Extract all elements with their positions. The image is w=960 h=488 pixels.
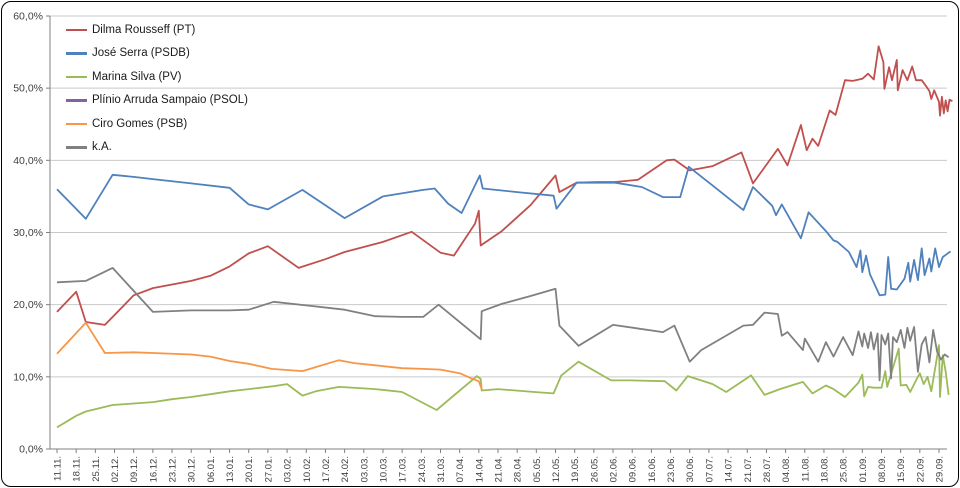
x-tick-label: 01.09. (858, 456, 869, 482)
x-tick-label: 07.04. (455, 456, 466, 482)
x-tick-label: 02.12. (110, 456, 121, 482)
series-line-1 (56, 45, 953, 326)
x-tick-label: 21.07. (743, 456, 754, 482)
x-tick-label: 13.01. (225, 456, 236, 482)
x-tick-label: 25.08. (839, 456, 850, 482)
x-tick-label: 03.02. (283, 456, 294, 482)
series-line-2 (56, 165, 952, 297)
x-tick-label: 02.06. (609, 456, 620, 482)
x-tick-label: 14.04. (474, 456, 485, 482)
x-tick-label: 07.07. (704, 456, 715, 482)
legend-swatch-ciro-line (66, 122, 87, 125)
x-tick-label: 04.08. (781, 456, 792, 482)
x-tick-label: 19.05. (570, 456, 581, 482)
x-tick-label: 08.09. (877, 456, 888, 482)
x-tick-label: 23.06. (666, 456, 677, 482)
x-tick-label: 24.02. (340, 456, 351, 482)
legend-label: José Serra (PSDB) (92, 47, 190, 60)
legend-label: Dilma Rousseff (PT) (92, 23, 196, 36)
y-tick-label: 60,0% (13, 11, 43, 23)
x-tick-label: 31.03. (436, 456, 447, 482)
legend-swatch-serra-line (66, 52, 87, 55)
legend-item-serra: José Serra (PSDB) (66, 42, 248, 66)
legend-item-dilma: Dilma Rousseff (PT) (66, 18, 248, 42)
x-tick-label: 28.07. (762, 456, 773, 482)
x-tick-label: 24.03. (417, 456, 428, 482)
series-line-6 (56, 266, 950, 382)
y-tick-label: 40,0% (13, 155, 43, 167)
legend-label: k.A. (92, 141, 112, 154)
x-tick-label: 15.09. (896, 456, 907, 482)
series-line-5 (56, 321, 483, 390)
x-tick-label: 21.04. (494, 456, 505, 482)
legend-item-marina: Marina Silva (PV) (66, 65, 248, 89)
x-tick-label: 29.09. (935, 456, 946, 482)
x-tick-label: 20.01. (244, 456, 255, 482)
legend-label: Plínio Arruda Sampaio (PSOL) (92, 94, 248, 107)
x-tick-label: 17.02. (321, 456, 332, 482)
legend-swatch-plinio-line (66, 99, 87, 102)
x-tick-label: 22.09. (915, 456, 926, 482)
x-tick-label: 28.04. (513, 456, 524, 482)
y-tick-label: 10,0% (13, 371, 43, 383)
legend-item-plinio: Plínio Arruda Sampaio (PSOL) (66, 89, 248, 113)
y-tick-label: 30,0% (13, 227, 43, 239)
y-tick-label: 20,0% (13, 299, 43, 311)
x-tick-label: 05.05. (532, 456, 543, 482)
x-tick-label: 17.03. (398, 456, 409, 482)
x-tick-label: 10.03. (378, 456, 389, 482)
x-tick-label: 16.06. (647, 456, 658, 482)
x-tick-label: 26.05. (589, 456, 600, 482)
x-tick-label: 25.11. (91, 456, 102, 482)
legend-label: Ciro Gomes (PSB) (92, 117, 188, 130)
x-tick-label: 18.08. (819, 456, 830, 482)
x-tick-label: 14.07. (724, 456, 735, 482)
y-tick-label: 0,0% (19, 444, 43, 456)
x-tick-label: 11.11. (53, 456, 64, 481)
legend-item-ciro: Ciro Gomes (PSB) (66, 112, 248, 136)
x-tick-label: 09.06. (628, 456, 639, 482)
legend-swatch-dilma-line (66, 28, 87, 31)
x-tick-label: 06.01. (206, 456, 217, 482)
x-tick-label: 10.02. (302, 456, 313, 482)
x-tick-label: 30.12. (187, 456, 198, 482)
y-tick-label: 50,0% (13, 83, 43, 95)
legend-swatch-marina-line (66, 75, 87, 78)
chart-legend: Dilma Rousseff (PT) José Serra (PSDB) Ma… (66, 18, 248, 159)
legend-label: Marina Silva (PV) (92, 70, 182, 83)
x-tick-label: 16.12. (148, 456, 159, 482)
legend-item-ka: k.A. (66, 136, 248, 160)
x-tick-label: 30.06. (685, 456, 696, 482)
series-line-3 (56, 344, 950, 429)
x-tick-label: 03.03. (359, 456, 370, 482)
x-tick-label: 18.11. (72, 456, 83, 482)
x-tick-label: 12.05. (551, 456, 562, 482)
x-tick-label: 09.12. (129, 456, 140, 482)
legend-swatch-ka-line (66, 146, 87, 149)
x-tick-label: 27.01. (263, 456, 274, 482)
x-tick-label: 11.08. (800, 456, 811, 482)
x-tick-label: 23.12. (168, 456, 179, 482)
